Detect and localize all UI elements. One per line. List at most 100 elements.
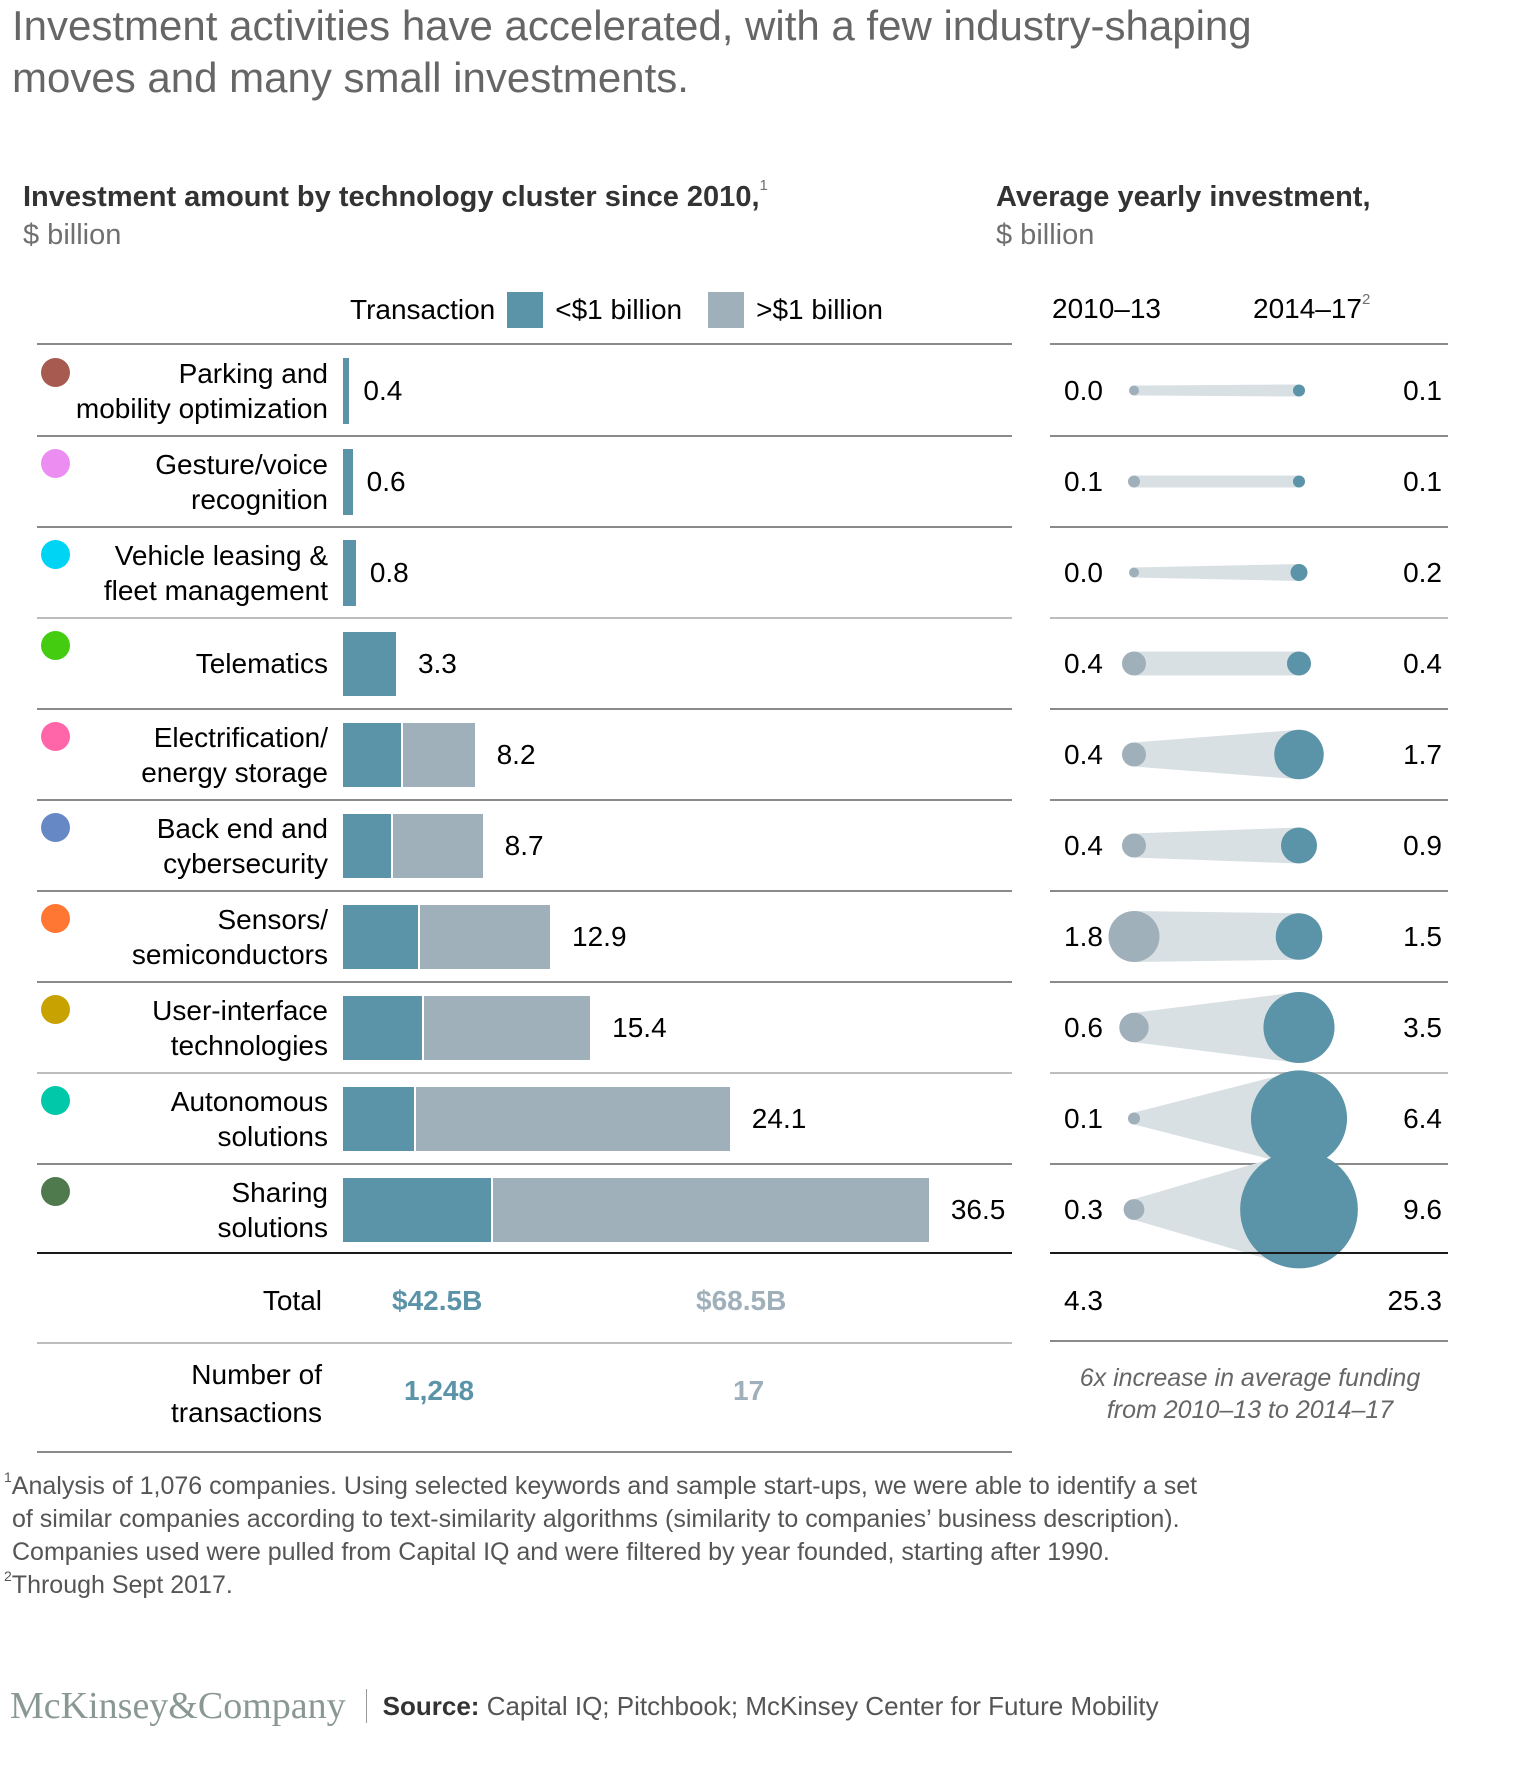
bar-segment-small <box>343 722 401 787</box>
dumbbell-connector <box>1134 384 1299 397</box>
right-section-header: Average yearly investment, $ billion <box>996 178 1371 254</box>
dumbbell-connector <box>1134 564 1299 581</box>
bar-segment-small <box>343 357 350 424</box>
cluster-color-dot <box>41 995 70 1024</box>
legend-swatch-small <box>507 292 544 328</box>
cluster-label: Gesture/voice recognition <box>155 448 328 515</box>
cluster-color-dot <box>41 631 70 660</box>
source-line: Source: Capital IQ; Pitchbook; McKinsey … <box>382 1690 1159 1721</box>
bubble-2010-13 <box>1121 742 1147 767</box>
cluster-label: User-interface technologies <box>152 994 328 1061</box>
col-header-2010-13: 2010–13 <box>1052 293 1162 324</box>
avg-2014-17-value: 0.1 <box>1403 374 1442 406</box>
bar-segment-small <box>343 1086 414 1151</box>
footnote-2: 2Through Sept 2017. <box>4 1568 233 1599</box>
bar-total-label: 8.7 <box>504 829 544 861</box>
bar-segment-small <box>343 631 396 696</box>
row-divider-left <box>37 435 1012 437</box>
legend-label-large: >$1 billion <box>756 294 883 325</box>
count-label: Number of transactions <box>171 1359 322 1428</box>
total-small-value: $42.5B <box>392 1285 483 1316</box>
footer: McKinsey&Company Source: Capital IQ; Pit… <box>10 1684 1159 1728</box>
bar-total-label: 8.2 <box>496 738 536 770</box>
bubble-2010-13 <box>1121 833 1147 858</box>
cluster-color-dot <box>41 1086 70 1115</box>
bar-segment-small <box>343 539 356 606</box>
count-large-value: 17 <box>733 1375 765 1406</box>
bar-total-label: 0.4 <box>363 374 403 406</box>
bubble-2014-17 <box>1275 913 1323 960</box>
bubble-2010-13 <box>1121 651 1147 676</box>
left-section-header: Investment amount by technology cluster … <box>23 178 768 254</box>
dumbbell-connector <box>1134 651 1299 676</box>
avg-2010-13-value: 0.0 <box>1064 374 1103 406</box>
dumbbell-connector <box>1134 475 1299 488</box>
row-divider-left <box>37 981 1012 983</box>
totals-mid-divider-left <box>37 1342 1012 1344</box>
avg-2014-17-value: 0.1 <box>1403 465 1442 497</box>
mckinsey-logo: McKinsey&Company <box>10 1685 346 1727</box>
avg-2014-17-value: 9.6 <box>1403 1193 1442 1225</box>
footnote-1: 1Analysis of 1,076 companies. Using sele… <box>4 1469 1198 1500</box>
cluster-label: Sharing solutions <box>217 1176 328 1243</box>
cluster-color-dot <box>41 540 70 569</box>
bottom-divider <box>37 1451 1012 1453</box>
row-divider-left <box>37 1072 1012 1074</box>
footer-divider <box>365 1689 367 1723</box>
cluster-color-dot <box>41 449 70 478</box>
footnote-ref-2: 2 <box>1362 291 1371 308</box>
bar-segment-large <box>492 1177 929 1242</box>
bar-segment-large <box>420 904 551 969</box>
cluster-label: Autonomous solutions <box>170 1085 328 1152</box>
row-divider-right <box>1050 890 1448 892</box>
header-divider-left <box>37 343 1012 345</box>
row-divider-right <box>1050 1072 1448 1074</box>
avg-2014-17-value: 0.9 <box>1403 829 1442 861</box>
cluster-label: Sensors/semiconductors <box>131 903 328 970</box>
avg-2010-13-value: 0.6 <box>1064 1011 1103 1043</box>
avg-total-2014-17: 25.3 <box>1387 1285 1443 1316</box>
legend-title: Transaction <box>350 294 496 325</box>
col-header-2014-17: 2014–172 <box>1253 291 1371 324</box>
footnotes: 1Analysis of 1,076 companies. Using sele… <box>4 1470 1504 1602</box>
row-divider-right <box>1050 799 1448 801</box>
bubble-2014-17 <box>1280 827 1318 864</box>
page-title: Investment activities have accelerated, … <box>12 2 1252 101</box>
bubble-2014-17 <box>1290 564 1308 581</box>
bar-total-label: 15.4 <box>612 1011 667 1043</box>
dumbbell-connector <box>1134 911 1299 962</box>
bubble-2010-13 <box>1119 1012 1149 1043</box>
cluster-label: Vehicle leasing & fleet management <box>103 539 328 606</box>
cluster-color-dot <box>41 358 70 387</box>
bar-total-label: 0.6 <box>366 465 406 497</box>
avg-2010-13-value: 0.1 <box>1064 465 1103 497</box>
avg-2014-17-value: 1.5 <box>1403 920 1442 952</box>
bar-total-label: 24.1 <box>751 1102 807 1134</box>
bar-segment-large <box>393 813 483 878</box>
dumbbell-chart <box>1108 384 1358 1269</box>
avg-2014-17-value: 6.4 <box>1403 1102 1442 1134</box>
cluster-label: Telematics <box>195 648 328 679</box>
cluster-color-dot <box>41 722 70 751</box>
avg-2010-13-value: 0.4 <box>1064 738 1103 770</box>
dumbbell-connector <box>1134 729 1299 780</box>
bubble-2014-17 <box>1292 475 1306 488</box>
totals-mid-divider-right <box>1050 1340 1448 1342</box>
total-label: Total <box>262 1285 322 1316</box>
bubble-2014-17 <box>1286 651 1312 676</box>
footnote-ref-1: 1 <box>759 177 768 194</box>
right-section-unit: $ billion <box>996 219 1095 251</box>
bar-segment-large <box>415 1086 730 1151</box>
avg-2010-13-value: 0.4 <box>1064 829 1103 861</box>
row-divider-right <box>1050 708 1448 710</box>
bar-segment-small <box>343 904 419 969</box>
bar-total-label: 36.5 <box>950 1193 1006 1225</box>
avg-2014-17-value: 0.2 <box>1403 556 1442 588</box>
bubble-2010-13 <box>1123 1199 1145 1220</box>
row-divider-left <box>37 617 1012 619</box>
bubble-2014-17 <box>1250 1070 1348 1167</box>
left-section-unit: $ billion <box>23 219 122 251</box>
bubble-2010-13 <box>1127 475 1141 488</box>
dumbbell-connector <box>1134 991 1299 1064</box>
cluster-color-dot <box>41 1177 70 1206</box>
